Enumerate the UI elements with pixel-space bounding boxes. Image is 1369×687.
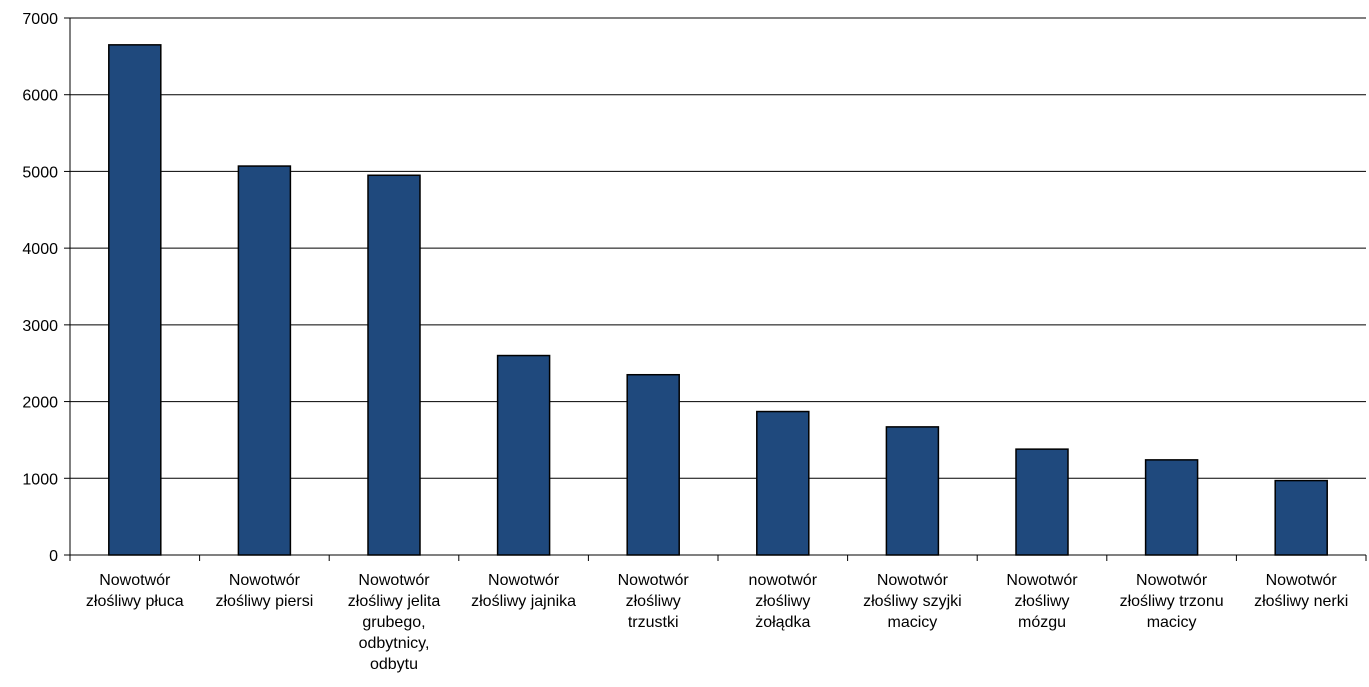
x-tick-label-line: złośliwy szyjki (863, 593, 962, 610)
bar (626, 373, 680, 556)
y-tick-label: 7000 (22, 11, 58, 28)
x-tick-label-line: macicy (1147, 614, 1197, 631)
bars (108, 44, 1328, 556)
x-tick-label: Nowotwór złośliwy mózgu (1006, 572, 1078, 631)
x-tick-label-line: złośliwy (1014, 593, 1069, 610)
bar (237, 165, 292, 556)
x-tick-label-line: złośliwy płuca (86, 593, 184, 610)
bar (1015, 448, 1069, 556)
y-tick-label: 1000 (22, 471, 58, 488)
x-tick-label-line: Nowotwór (1266, 572, 1338, 589)
y-tick-label: 6000 (22, 88, 58, 105)
bar (367, 174, 421, 556)
y-tick-label: 3000 (22, 318, 58, 335)
x-tick-label-line: żołądka (755, 614, 810, 631)
y-tick-label: 5000 (22, 164, 58, 181)
x-tick-label: Nowotwór złośliwy płuca (86, 572, 184, 610)
x-tick-label-line: odbytnicy, (359, 635, 430, 652)
x-tick-label: Nowotwór złośliwy jajnika (471, 572, 576, 610)
y-tick-label: 4000 (22, 241, 58, 258)
x-tick-label-line: grubego, (362, 614, 425, 631)
y-tick-labels: 0 1000 2000 3000 4000 5000 6000 7000 (22, 11, 58, 565)
bar (756, 410, 810, 556)
y-tick-label: 2000 (22, 395, 58, 412)
x-tick-label-line: złośliwy jelita (348, 593, 441, 610)
x-tick-label-line: Nowotwór (877, 572, 949, 589)
x-tick-labels: Nowotwór złośliwy płuca Nowotwór złośliwy p… (86, 572, 1348, 673)
x-tick-label-line: Nowotwór (618, 572, 690, 589)
x-tick-label: Nowotwór złośliwy nerki (1254, 572, 1348, 610)
bar (885, 426, 940, 556)
bar (496, 354, 551, 556)
x-tick-label: Nowotwór złośliwy trzustki (618, 572, 690, 631)
x-tick-label-line: Nowotwór (1006, 572, 1078, 589)
x-tick-label-line: złośliwy (755, 593, 810, 610)
x-tick-label-line: nowotwór (749, 572, 818, 589)
x-tick-label-line: macicy (888, 614, 938, 631)
x-tick-label: Nowotwór złośliwy trzonu macicy (1120, 572, 1224, 631)
x-tick-label-line: Nowotwór (229, 572, 301, 589)
x-tick-label-line: złośliwy (626, 593, 681, 610)
x-tick-label-line: złośliwy jajnika (471, 593, 576, 610)
bar (1274, 479, 1328, 556)
x-tick-label-line: odbytu (370, 656, 418, 673)
x-tick-label-line: złośliwy trzonu (1120, 593, 1224, 610)
x-tick-label-line: mózgu (1018, 614, 1066, 631)
x-tick-label-line: Nowotwór (1136, 572, 1208, 589)
x-tick-label-line: złośliwy piersi (216, 593, 314, 610)
bar (1144, 459, 1199, 556)
x-tick-label: Nowotwór złośliwy piersi (216, 572, 314, 610)
x-tick-label: nowotwór złośliwy żołądka (749, 572, 818, 631)
x-tick-label-line: Nowotwór (488, 572, 560, 589)
x-tick-label-line: trzustki (628, 614, 679, 631)
x-tick-label: Nowotwór złośliwy jelita grubego, odbytnicy… (348, 572, 441, 673)
x-tick-label-line: Nowotwór (358, 572, 430, 589)
bar (108, 44, 162, 556)
x-tick-label: Nowotwór złośliwy szyjki macicy (863, 572, 962, 631)
axes (64, 17, 1367, 561)
y-tick-label: 0 (49, 548, 58, 565)
x-tick-label-line: Nowotwór (99, 572, 171, 589)
x-tick-label-line: złośliwy nerki (1254, 593, 1348, 610)
